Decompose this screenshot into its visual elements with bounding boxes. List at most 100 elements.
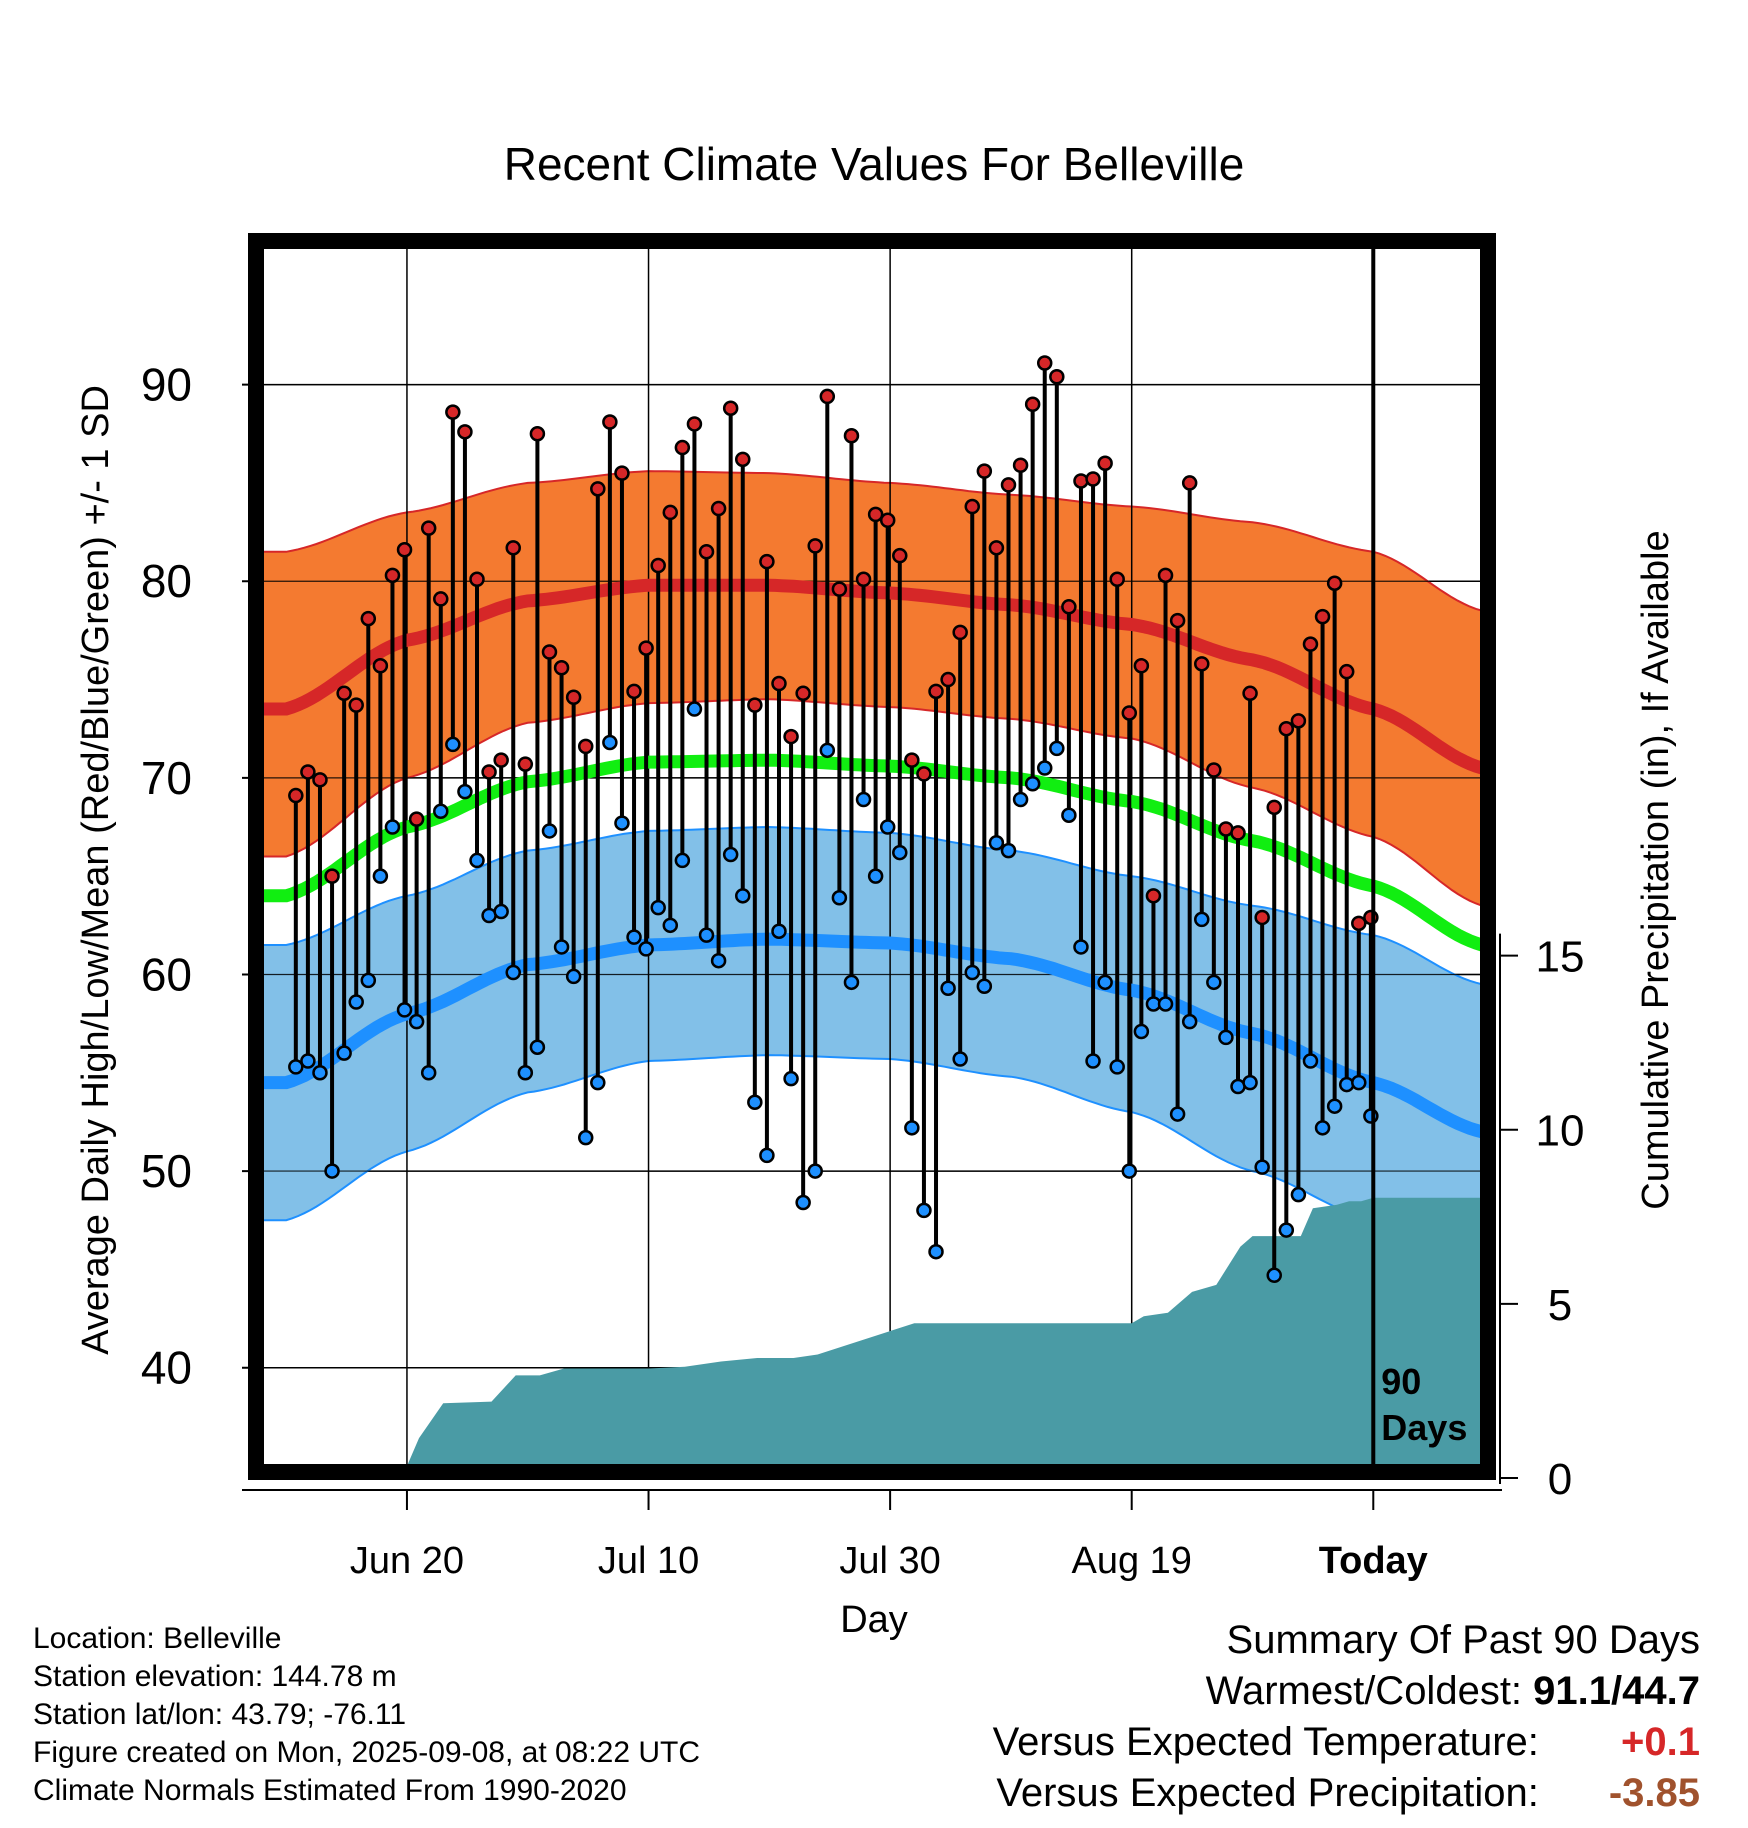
- daily-low-point: [1290, 1186, 1307, 1203]
- summary-temp-row: Versus Expected Temperature: +0.1: [993, 1717, 1700, 1768]
- daily-low-point: [493, 903, 509, 920]
- window-label-days: Days: [1381, 1407, 1467, 1448]
- daily-low-point: [1012, 791, 1029, 808]
- daily-low-point: [940, 980, 956, 996]
- daily-low-point: [1085, 1053, 1101, 1069]
- daily-low-point: [1242, 1074, 1258, 1091]
- daily-low-point: [819, 742, 836, 759]
- y-tick-label: 60: [141, 948, 192, 1000]
- daily-high-point: [759, 553, 775, 570]
- daily-low-point: [710, 952, 727, 969]
- daily-high-point: [1073, 473, 1089, 489]
- daily-high-point: [1109, 571, 1125, 588]
- x-axis-label: Day: [840, 1599, 908, 1641]
- daily-high-point: [1314, 608, 1331, 625]
- daily-low-point: [602, 734, 618, 751]
- daily-low-point: [662, 917, 679, 934]
- daily-low-point: [288, 1059, 304, 1075]
- daily-high-point: [650, 557, 666, 574]
- y-axis-label: Average Daily High/Low/Mean (Red/Blue/Gr…: [75, 385, 117, 1355]
- y2-tick-label: 10: [1536, 1107, 1585, 1156]
- daily-low-point: [735, 888, 751, 904]
- daily-high-point: [807, 538, 823, 554]
- daily-high-point: [1206, 762, 1222, 778]
- daily-low-point: [686, 701, 703, 717]
- daily-low-point: [517, 1065, 534, 1081]
- y2-tick-label: 0: [1548, 1455, 1572, 1504]
- daily-high-point: [1145, 888, 1162, 904]
- summary-temp-label: Versus Expected Temperature:: [992, 1720, 1539, 1764]
- daily-low-point: [698, 927, 715, 943]
- daily-high-point: [783, 728, 799, 745]
- daily-high-point: [1351, 915, 1367, 932]
- daily-low-point: [1326, 1098, 1343, 1114]
- daily-low-point: [312, 1065, 328, 1081]
- x-tick-label: Jul 30: [839, 1540, 940, 1582]
- daily-high-point: [445, 404, 461, 420]
- daily-high-point: [300, 764, 316, 780]
- daily-low-point: [795, 1194, 811, 1211]
- daily-high-point: [952, 624, 968, 641]
- y-tick-label: 90: [141, 359, 192, 411]
- daily-high-point: [396, 542, 413, 558]
- daily-high-point: [1266, 799, 1282, 816]
- daily-low-point: [1338, 1076, 1355, 1093]
- daily-low-point: [1133, 1023, 1150, 1040]
- daily-low-point: [807, 1163, 823, 1179]
- daily-high-point: [553, 660, 570, 676]
- y-tick-label: 70: [141, 752, 192, 804]
- daily-high-point: [1338, 663, 1355, 680]
- daily-high-point: [867, 506, 884, 523]
- daily-low-point: [529, 1039, 546, 1055]
- daily-low-point: [771, 923, 787, 939]
- daily-low-point: [988, 834, 1005, 851]
- high-sd-band: [262, 470, 1482, 907]
- station-info: Location: Belleville Station elevation: …: [33, 1620, 700, 1810]
- daily-high-point: [372, 658, 389, 674]
- y-tick-label: 40: [141, 1342, 192, 1394]
- daily-low-point: [916, 1202, 932, 1219]
- daily-high-point: [1061, 599, 1077, 615]
- daily-high-point: [1181, 475, 1198, 491]
- daily-high-point: [1363, 909, 1379, 926]
- daily-low-point: [1024, 776, 1041, 792]
- daily-low-point: [505, 964, 521, 981]
- daily-high-point: [771, 675, 787, 692]
- daily-low-point: [1206, 974, 1222, 991]
- daily-high-point: [843, 427, 860, 444]
- daily-low-point: [722, 846, 739, 863]
- daily-high-point: [976, 463, 993, 479]
- daily-high-point: [517, 756, 534, 772]
- daily-high-point: [819, 388, 836, 405]
- daily-high-point: [710, 500, 727, 517]
- normal-low-line: [262, 932, 1482, 1139]
- daily-high-point: [590, 481, 606, 497]
- daily-low-point: [348, 994, 364, 1010]
- daily-low-point: [1314, 1120, 1331, 1136]
- daily-low-point: [892, 844, 908, 861]
- daily-high-point: [1097, 455, 1113, 472]
- daily-high-point: [1230, 825, 1246, 841]
- x-axis: Jun 20 Jul 10 Jul 30 Aug 19 Today: [242, 1489, 1502, 1582]
- daily-high-point: [1290, 713, 1307, 729]
- daily-high-point: [1278, 720, 1295, 737]
- daily-high-point: [1036, 355, 1053, 371]
- daily-high-point: [312, 772, 328, 788]
- daily-low-point: [976, 978, 993, 995]
- daily-low-point: [420, 1065, 437, 1081]
- daily-high-point: [541, 644, 558, 660]
- daily-low-point: [1000, 842, 1017, 859]
- daily-low-point: [408, 1013, 425, 1030]
- daily-low-point: [577, 1129, 594, 1146]
- daily-high-point: [1169, 612, 1186, 629]
- daily-high-point: [1157, 567, 1174, 584]
- daily-low-point: [336, 1045, 352, 1061]
- daily-high-point: [674, 439, 691, 456]
- daily-high-point: [1121, 705, 1138, 721]
- daily-low-point: [759, 1147, 775, 1164]
- daily-high-point: [457, 424, 473, 440]
- daily-high-point: [686, 416, 703, 432]
- daily-high-point: [348, 697, 364, 713]
- daily-low-point: [469, 852, 485, 869]
